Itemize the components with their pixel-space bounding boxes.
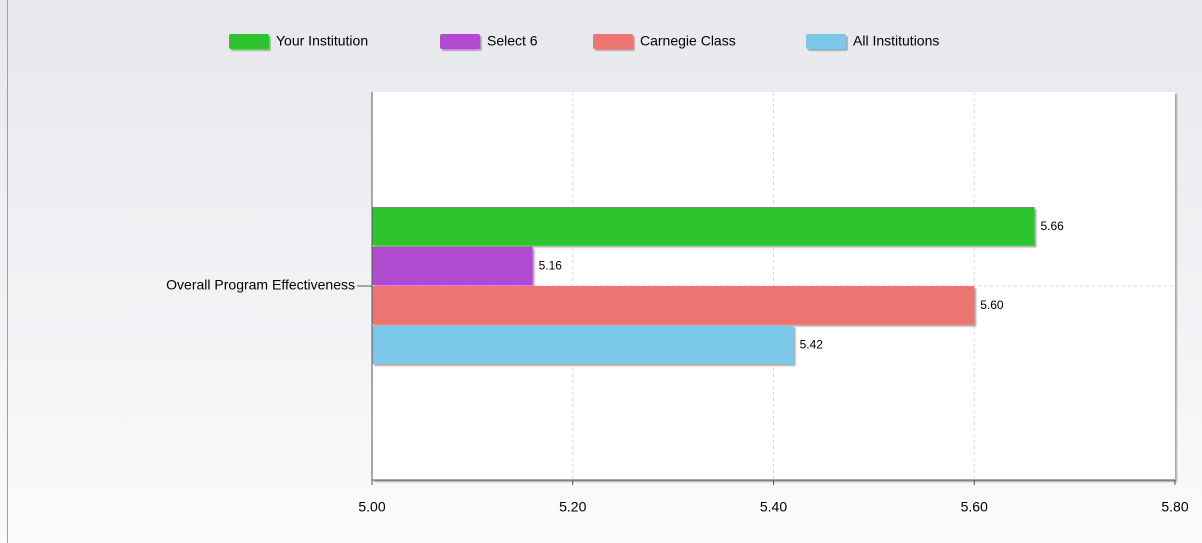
legend-label: Select 6 — [487, 33, 538, 49]
legend-label: All Institutions — [853, 33, 939, 49]
bar — [372, 286, 975, 325]
x-tick-label: 5.00 — [358, 499, 385, 515]
bar — [372, 325, 794, 364]
legend-label: Your Institution — [276, 33, 368, 49]
value-label: 5.66 — [1040, 219, 1064, 233]
value-label: 5.42 — [800, 337, 824, 351]
x-tick-label: 5.80 — [1161, 499, 1188, 515]
legend-swatch — [806, 34, 846, 49]
value-label: 5.16 — [539, 258, 563, 272]
legend-swatch — [229, 34, 269, 49]
legend-label: Carnegie Class — [640, 33, 736, 49]
x-tick-label: 5.20 — [559, 499, 586, 515]
y-tick-label: Overall Program Effectiveness — [166, 277, 355, 293]
legend-swatch — [593, 34, 633, 49]
x-tick-label: 5.60 — [961, 499, 988, 515]
legend-swatch — [440, 34, 480, 49]
bar — [372, 207, 1035, 246]
x-tick-label: 5.40 — [760, 499, 787, 515]
value-label: 5.60 — [980, 298, 1004, 312]
bar — [372, 246, 533, 285]
